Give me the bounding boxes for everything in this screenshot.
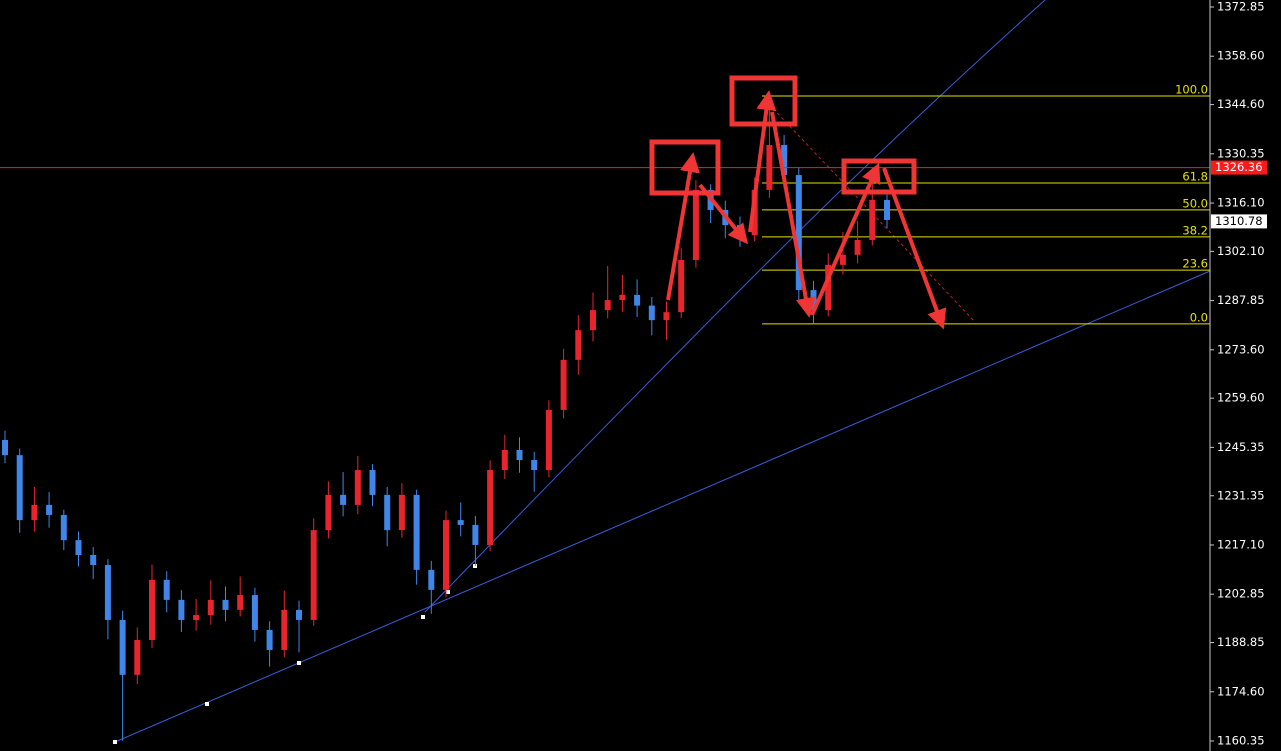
candle-body xyxy=(251,595,258,630)
candle-body xyxy=(501,449,508,471)
candle-body xyxy=(634,294,641,306)
candle-body xyxy=(472,524,479,545)
price-tag-label: 1310.78 xyxy=(1215,214,1263,228)
y-tick-label: 1273.60 xyxy=(1217,342,1265,356)
candle-body xyxy=(310,530,317,620)
candle-body xyxy=(648,305,655,321)
fibo-label: 38.2 xyxy=(1182,223,1208,237)
fibo-label: 50.0 xyxy=(1182,196,1208,210)
candle-body xyxy=(296,609,302,620)
y-tick-label: 1231.35 xyxy=(1217,488,1265,502)
candle-body xyxy=(487,470,494,545)
candle-body xyxy=(134,639,141,675)
y-tick-label: 1202.85 xyxy=(1217,587,1265,601)
candle-body xyxy=(590,310,596,331)
y-tick-label: 1302.10 xyxy=(1217,244,1265,258)
candle-body xyxy=(825,264,832,311)
candle-body xyxy=(222,599,229,610)
candle-body xyxy=(869,199,876,240)
annotations xyxy=(113,0,1211,744)
candle-body xyxy=(575,330,582,360)
price-tag-label: 1326.36 xyxy=(1215,160,1263,174)
candle-body xyxy=(207,599,214,616)
candle-body xyxy=(839,254,846,265)
candle-body xyxy=(281,609,288,650)
trend-line xyxy=(114,270,1211,743)
candle-body xyxy=(31,504,38,521)
candle-body xyxy=(193,615,200,620)
price-tag xyxy=(1211,160,1267,175)
candles: 100.0 61.8 50.0 38.2 23.6 0.0 xyxy=(0,82,1210,741)
y-tick-label: 1344.60 xyxy=(1217,97,1265,111)
arrows xyxy=(666,90,947,330)
trend-curve xyxy=(424,0,1046,613)
candle-body xyxy=(325,494,332,531)
fibo-label: 100.0 xyxy=(1175,82,1208,96)
candle-body xyxy=(692,189,699,261)
candle-body xyxy=(428,569,435,590)
y-tick-label: 1330.35 xyxy=(1217,146,1265,160)
y-tick-label: 1358.60 xyxy=(1217,49,1265,63)
price-tag xyxy=(1211,214,1267,229)
candle-body xyxy=(663,312,670,321)
candle-body xyxy=(75,540,82,555)
candle-body xyxy=(119,619,126,675)
candle-body xyxy=(2,439,8,456)
y-tick-label: 1217.10 xyxy=(1217,537,1265,551)
pattern-markup xyxy=(649,75,947,330)
y-tick-label: 1372.85 xyxy=(1217,0,1265,14)
candle-body xyxy=(516,449,523,461)
candle-body xyxy=(163,579,170,600)
y-tick-label: 1160.35 xyxy=(1217,733,1265,747)
candle-body xyxy=(443,520,449,590)
candle-body xyxy=(854,239,861,255)
candle-body xyxy=(795,175,802,291)
candle-body xyxy=(266,629,273,650)
candle-body xyxy=(90,554,97,566)
fibo-label: 23.6 xyxy=(1182,257,1208,271)
candle-body xyxy=(237,595,244,610)
candle-body xyxy=(545,409,552,471)
candle-body xyxy=(369,470,376,495)
candle-body xyxy=(678,260,685,313)
candle-body xyxy=(60,514,67,541)
candle-body xyxy=(340,494,347,505)
candle-body xyxy=(560,359,567,410)
candle-body xyxy=(46,504,53,515)
axis-labels: 1372.85 1358.60 1344.60 1330.35 1316.10 1302.… xyxy=(1210,0,1267,747)
y-tick-label: 1245.35 xyxy=(1217,440,1265,454)
candle-body xyxy=(413,494,420,570)
candle-body xyxy=(104,565,111,620)
y-tick-label: 1174.60 xyxy=(1217,684,1265,698)
candle-body xyxy=(16,455,23,521)
y-tick-label: 1188.85 xyxy=(1217,635,1265,649)
candle-body xyxy=(884,199,890,220)
candle-body xyxy=(398,494,405,531)
candle-body xyxy=(619,294,626,301)
candle-body xyxy=(178,599,185,620)
fibo-label: 61.8 xyxy=(1182,170,1208,184)
candle-body xyxy=(149,579,155,640)
y-tick-label: 1287.85 xyxy=(1217,293,1265,307)
candle-body xyxy=(531,460,538,471)
y-tick-label: 1316.10 xyxy=(1217,196,1265,210)
highlight-box xyxy=(841,158,917,195)
candle-body xyxy=(457,520,464,525)
candle-body xyxy=(604,300,611,311)
fibo-label: 0.0 xyxy=(1190,310,1208,324)
candle-body xyxy=(751,189,758,236)
candle-body xyxy=(781,144,788,176)
candle-body xyxy=(384,494,391,531)
candle-body xyxy=(354,470,361,505)
y-tick-label: 1259.60 xyxy=(1217,391,1265,405)
